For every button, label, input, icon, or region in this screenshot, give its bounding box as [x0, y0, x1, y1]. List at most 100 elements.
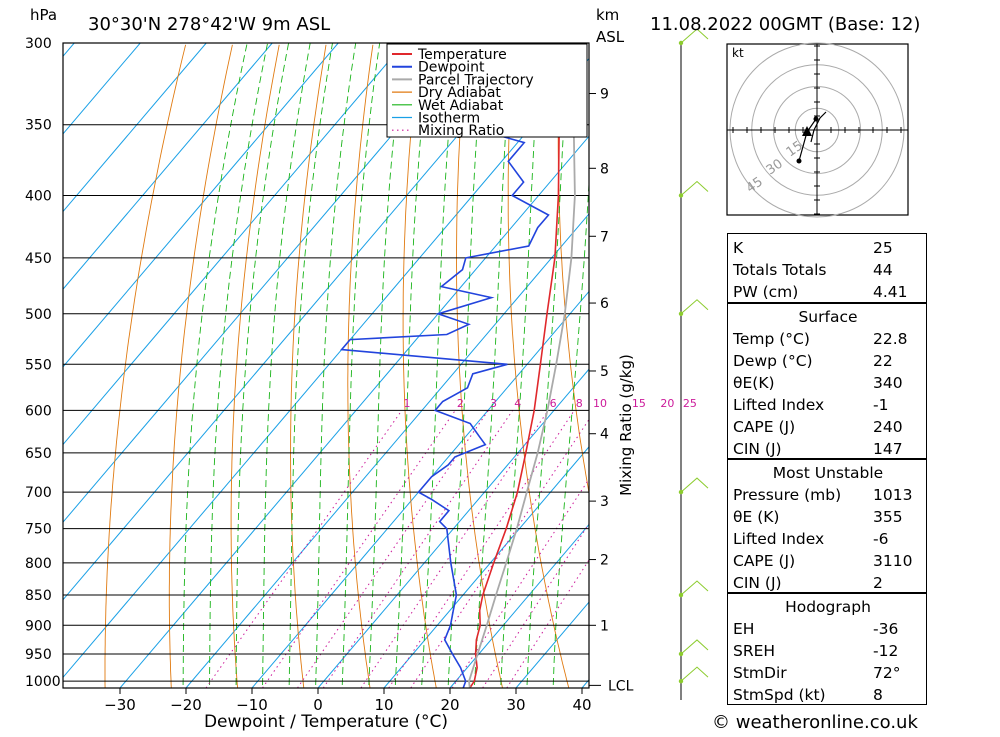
wind-barb: [681, 667, 708, 681]
wind-barb: [681, 640, 708, 654]
pressure-tick-label: 650: [25, 446, 52, 462]
pressure-tick-label: 550: [25, 357, 52, 373]
dry-adiabat-line: [982, 45, 1000, 688]
mixing-ratio-tick-label: 10: [593, 397, 607, 410]
km-tick-label: 2: [600, 553, 609, 569]
mixing-ratio-tick-label: 20: [660, 397, 674, 410]
isotherm-line: [252, 43, 800, 688]
sounding-series: [342, 43, 575, 688]
mixing-ratio-tick-label: 6: [550, 397, 557, 410]
lcl-label: LCL: [608, 678, 634, 694]
unstable-row: CAPE (J)3110: [728, 550, 928, 572]
isotherm-line: [54, 43, 602, 688]
surface-row: Temp (°C)22.8: [728, 328, 928, 350]
mixing-ratio-line: [507, 410, 685, 688]
dry-adiabat-line: [457, 45, 503, 688]
credit-footer: © weatheronline.co.uk: [712, 712, 918, 733]
wind-profile: [679, 29, 708, 700]
pressure-tick-label: 350: [25, 118, 52, 134]
wind-barb: [681, 181, 708, 195]
surface-row: CAPE (J)240: [728, 416, 928, 438]
hodograph-row: StmSpd (kt)8: [728, 684, 928, 706]
surface-row: CIN (J)147: [728, 438, 928, 460]
km-tick-label: 8: [600, 161, 609, 177]
km-tick-label: 1: [600, 618, 609, 634]
mixing-ratio-line: [361, 410, 548, 688]
dry-adiabat-line: [169, 45, 232, 688]
wind-barb: [681, 581, 708, 595]
pressure-tick-label: 850: [25, 588, 52, 604]
dry-adiabat-line: [403, 45, 436, 688]
x-tick-label: 40: [572, 696, 591, 714]
pressure-tick-label: 450: [25, 251, 52, 267]
mixing-ratio-line: [297, 410, 488, 688]
mixing-ratio-tick-label: 3: [490, 397, 497, 410]
wet-adiabat-line: [262, 25, 313, 707]
isotherm-line: [120, 43, 668, 688]
km-tick-label: 6: [600, 296, 609, 312]
unstable-row: Lifted Index-6: [728, 528, 928, 550]
dry-adiabat-line: [105, 45, 186, 688]
surface-row: Lifted Index-1: [728, 394, 928, 416]
surface-row: θE(K)340: [728, 372, 928, 394]
pressure-tick-label: 700: [25, 485, 52, 501]
km-unit-label: km: [596, 6, 619, 24]
wind-barb: [681, 300, 708, 314]
x-tick-label: −20: [170, 696, 202, 714]
mixing-ratio-axis-label: Mixing Ratio (g/kg): [617, 354, 635, 496]
hodograph-unit-label: kt: [732, 46, 744, 60]
unstable-row: CIN (J)2: [728, 572, 928, 594]
mixing-ratio-tick-label: 25: [683, 397, 697, 410]
pressure-tick-label: 300: [25, 36, 52, 52]
pressure-tick-label: 1000: [25, 674, 61, 690]
dry-adiabat-line: [348, 45, 373, 688]
most-unstable-panel: Most Unstable Pressure (mb)1013 θE (K)35…: [727, 459, 927, 593]
x-axis-label: Dewpoint / Temperature (°C): [204, 712, 448, 732]
dry-adiabat-line: [935, 45, 1000, 688]
wind-barb: [681, 478, 708, 492]
hodograph-title: Hodograph: [728, 596, 928, 618]
unstable-row: Pressure (mb)1013: [728, 484, 928, 506]
pressure-tick-label: 400: [25, 188, 52, 204]
mixing-ratio-line: [323, 410, 512, 688]
legend-label: Mixing Ratio: [418, 123, 504, 139]
axes: 3003504004505005506006507007508008509009…: [25, 36, 634, 714]
plot-frame: [63, 43, 589, 688]
km-tick-label: 9: [600, 87, 609, 103]
surface-title: Surface: [728, 306, 928, 328]
surface-panel: Surface Temp (°C)22.8 Dewp (°C)22 θE(K)3…: [727, 303, 927, 459]
mixing-ratio-line: [389, 410, 575, 688]
location-title: 30°30'N 278°42'W 9m ASL: [88, 14, 330, 35]
hodograph-point: [814, 117, 819, 122]
km-tick-label: 5: [600, 364, 609, 380]
mixing-ratio-tick-label: 2: [457, 397, 464, 410]
most-unstable-title: Most Unstable: [728, 462, 928, 484]
datetime-title: 11.08.2022 00GMT (Base: 12): [650, 14, 920, 35]
pressure-tick-label: 800: [25, 556, 52, 572]
wet-adiabat-line: [183, 25, 251, 707]
pressure-unit-label: hPa: [30, 6, 57, 24]
asl-unit-label: ASL: [596, 28, 625, 46]
pressure-tick-label: 900: [25, 618, 52, 634]
pressure-tick-label: 750: [25, 522, 52, 538]
pressure-tick-label: 950: [25, 647, 52, 663]
isotherm-line: [186, 43, 734, 688]
mixing-ratio-tick-label: 4: [514, 397, 521, 410]
surface-row: Dewp (°C)22: [728, 350, 928, 372]
hodograph-row: SREH-12: [728, 640, 928, 662]
mixing-ratio-tick-label: 1: [404, 397, 411, 410]
unstable-row: θE (K)355: [728, 506, 928, 528]
x-tick-label: 30: [506, 696, 525, 714]
pressure-tick-label: 600: [25, 403, 52, 419]
mixing-ratio-tick-label: 8: [576, 397, 583, 410]
km-tick-label: 4: [600, 427, 609, 443]
hodograph-point: [797, 159, 802, 164]
x-tick-label: −30: [104, 696, 136, 714]
